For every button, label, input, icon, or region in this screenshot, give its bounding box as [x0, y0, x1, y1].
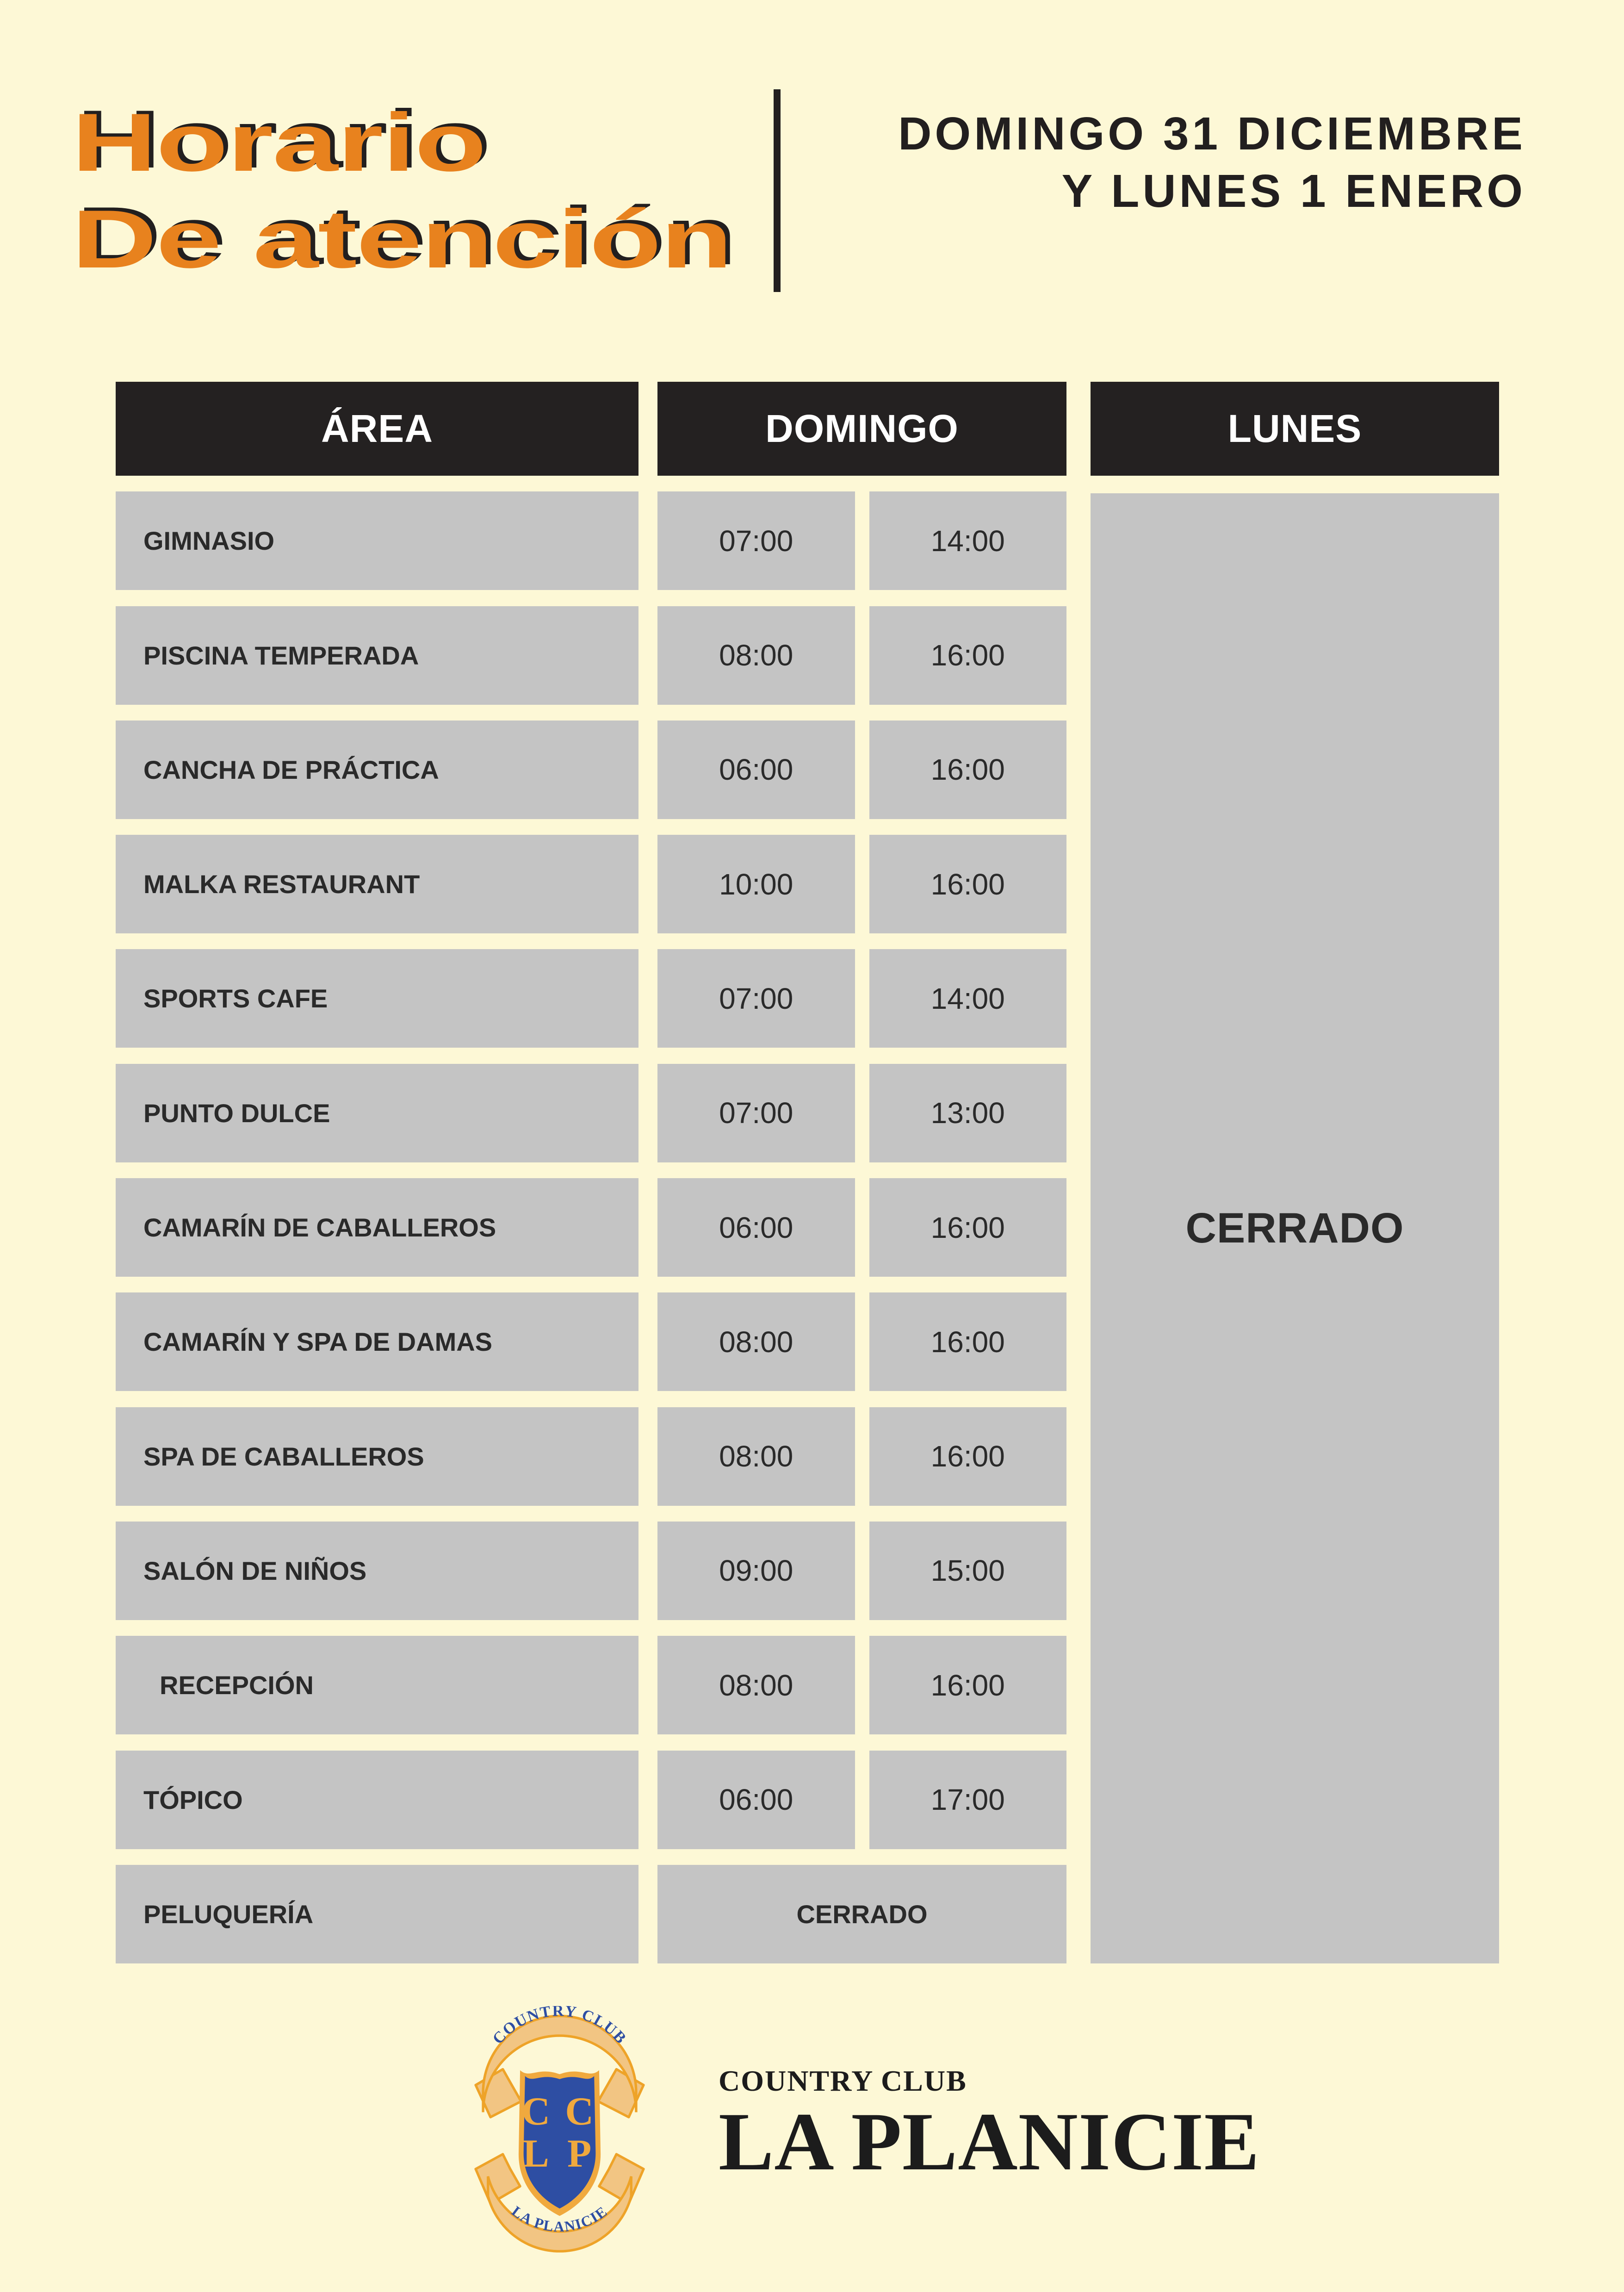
svg-text:C C: C C — [521, 2090, 594, 2133]
svg-text:L P: L P — [523, 2132, 591, 2175]
